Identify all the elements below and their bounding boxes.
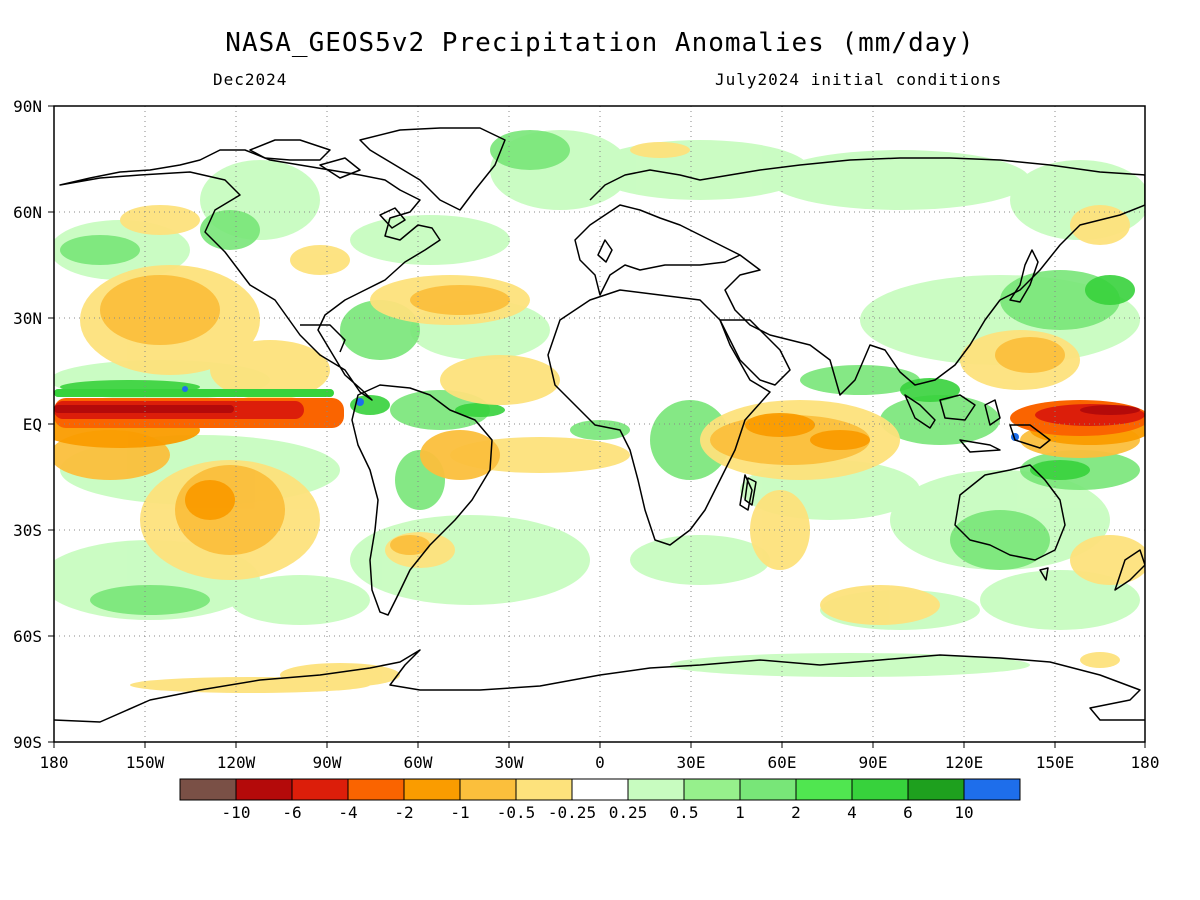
colorbar-swatch [403, 778, 461, 801]
lat-label: 90N [13, 97, 42, 116]
colorbar-tick-label: 1 [735, 803, 745, 822]
lon-label: 60E [768, 753, 797, 772]
lon-label: 120W [217, 753, 256, 772]
anomaly-field [54, 130, 1145, 693]
lon-label: 90E [859, 753, 888, 772]
colorbar-swatch [627, 778, 685, 801]
colorbar [179, 778, 1021, 801]
longitude-labels: 180 150W 120W 90W 60W 30W 0 30E 60E 90E … [40, 753, 1160, 772]
lat-label: 30N [13, 309, 42, 328]
colorbar-tick-label: -2 [394, 803, 413, 822]
lon-label: 150W [126, 753, 165, 772]
colorbar-tick-label: -0.25 [548, 803, 596, 822]
colorbar-labels: -10 -6 -4 -2 -1 -0.5 -0.25 0.25 0.5 1 2 4 6 10 [222, 803, 974, 822]
colorbar-tick-label: 0.25 [609, 803, 648, 822]
lon-label: 90W [313, 753, 342, 772]
colorbar-swatch [347, 778, 405, 801]
map-title: NASA_GEOS5v2 Precipitation Anomalies (mm… [225, 28, 975, 58]
colorbar-tick-label: 0.5 [670, 803, 699, 822]
lon-label: 180 [1131, 753, 1160, 772]
initial-conditions-label: July2024 initial conditions [715, 70, 1003, 89]
colorbar-tick-label: 6 [903, 803, 913, 822]
lon-label: 60W [404, 753, 433, 772]
colorbar-swatch [963, 778, 1021, 801]
colorbar-tick-label: 10 [954, 803, 973, 822]
lon-label: 120E [945, 753, 984, 772]
colorbar-swatch [459, 778, 517, 801]
colorbar-swatch [851, 778, 909, 801]
colorbar-tick-label: -6 [282, 803, 301, 822]
colorbar-tick-label: -1 [450, 803, 469, 822]
lon-label: 150E [1036, 753, 1075, 772]
colorbar-swatch [795, 778, 853, 801]
latitude-labels: 90N 60N 30N EQ 30S 60S 90S [13, 97, 42, 752]
colorbar-swatch [907, 778, 965, 801]
lat-label: 30S [13, 521, 42, 540]
colorbar-swatch [515, 778, 573, 801]
graticule [54, 106, 1145, 742]
lon-label: 0 [595, 753, 605, 772]
colorbar-swatch [739, 778, 797, 801]
forecast-month: Dec2024 [213, 70, 288, 89]
lat-label: 60S [13, 627, 42, 646]
colorbar-tick-label: -4 [338, 803, 357, 822]
coastlines [54, 127, 1145, 723]
tick-marks [48, 105, 1146, 748]
colorbar-tick-label: -10 [222, 803, 251, 822]
colorbar-swatch [291, 778, 349, 801]
lat-label: 90S [13, 733, 42, 752]
colorbar-swatch [571, 778, 629, 801]
colorbar-tick-label: 2 [791, 803, 801, 822]
lon-label: 30E [677, 753, 706, 772]
colorbar-tick-label: 4 [847, 803, 857, 822]
lat-label: 60N [13, 203, 42, 222]
lat-label: EQ [23, 415, 42, 434]
colorbar-swatch [235, 778, 293, 801]
colorbar-tick-label: -0.5 [497, 803, 536, 822]
lon-label: 30W [495, 753, 524, 772]
colorbar-swatch [179, 778, 237, 801]
lon-label: 180 [40, 753, 69, 772]
colorbar-swatch [683, 778, 741, 801]
